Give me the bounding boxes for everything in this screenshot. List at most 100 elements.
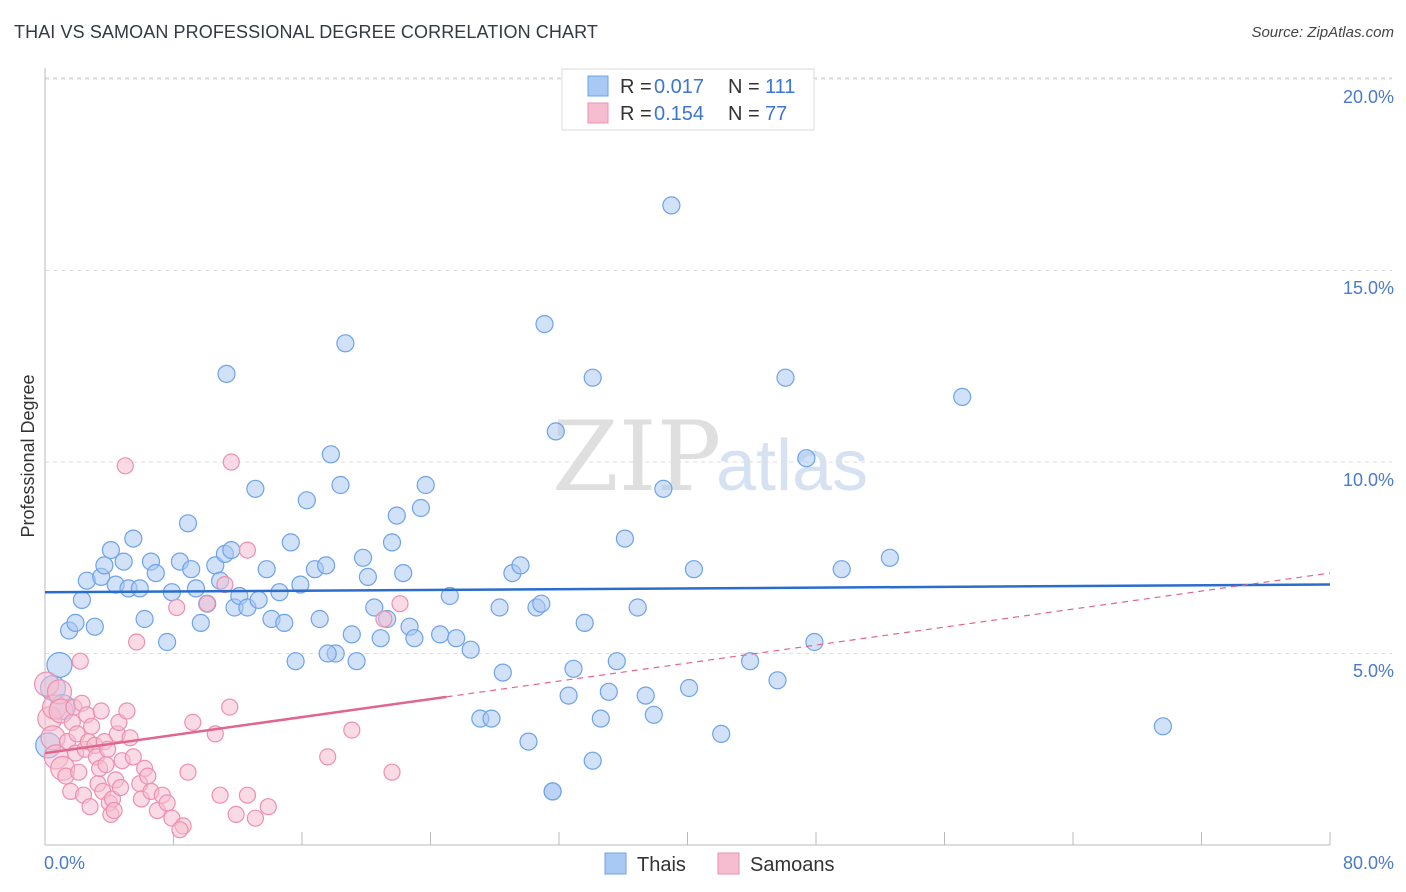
thai-point [281, 533, 300, 552]
thai-point [482, 709, 501, 728]
samoan-point [81, 798, 99, 816]
thai-point [130, 579, 149, 598]
thai-point [358, 567, 377, 587]
thai-point [191, 613, 210, 633]
samoan-point [238, 786, 256, 804]
y-tick-label-20: 20.0% [1343, 87, 1394, 107]
samoan-point [158, 794, 176, 812]
thai-point [405, 629, 424, 648]
samoan-point [184, 713, 202, 732]
thai-point [740, 652, 760, 671]
thai-point [628, 598, 647, 617]
thai-point [342, 625, 361, 644]
samoan-point [246, 809, 264, 827]
samoan-point [227, 805, 245, 824]
thai-point [805, 632, 824, 652]
thai-point [535, 315, 554, 334]
gridlines [45, 77, 1392, 654]
x-tick-label-min: 0.0% [44, 853, 85, 873]
samoan-legend-swatch [587, 102, 609, 124]
samoan-point [391, 595, 409, 613]
thai-point [297, 491, 316, 510]
thai-point [615, 529, 635, 548]
samoan-point [238, 541, 256, 559]
thai-point [222, 540, 241, 560]
thai-point [318, 644, 337, 663]
samoans-legend-label: Samoans [750, 854, 835, 876]
thai-point [776, 368, 795, 387]
samoan-point [116, 457, 134, 475]
thai-point [644, 705, 663, 724]
thai-point [353, 548, 373, 567]
thai-point [662, 196, 681, 215]
thai-n-label: N = [728, 76, 760, 98]
thai-point [575, 613, 594, 633]
thai-point [440, 586, 459, 606]
thai-point [797, 449, 816, 468]
thai-point [583, 751, 602, 770]
thai-point [291, 575, 310, 594]
thai-point [880, 548, 900, 567]
thai-point [411, 498, 430, 518]
watermark-atlas: atlas [716, 426, 868, 506]
thais-legend-swatch [604, 852, 627, 875]
thai-point [135, 609, 154, 629]
thai-point [365, 598, 384, 617]
samoan-point [211, 786, 229, 804]
thai-point [310, 609, 329, 629]
samoan-point [216, 575, 234, 594]
thai-point [679, 678, 699, 698]
thai-point [953, 387, 972, 406]
thai-point [599, 682, 618, 701]
stats-legend: R = 0.017 N = 111 R = 0.154 N = 77 [561, 68, 815, 131]
thai-point [371, 629, 390, 648]
thai-point [146, 563, 165, 583]
thai-point [66, 613, 85, 633]
samoan-point [179, 763, 197, 781]
thai-point [546, 422, 565, 441]
thai-point [178, 514, 198, 533]
samoan-r-label: R = [620, 103, 652, 125]
thai-trend-line [44, 583, 1331, 594]
samoans-legend-swatch [717, 852, 740, 875]
thai-point [249, 590, 268, 610]
samoan-point [198, 595, 216, 613]
samoan-point [82, 717, 101, 735]
samoan-point [168, 598, 186, 617]
thai-point [559, 686, 578, 705]
thai-n-value: 111 [765, 76, 795, 98]
thai-point [490, 598, 509, 617]
thai-point [832, 560, 851, 579]
thai-point [493, 663, 512, 682]
thai-point [95, 556, 114, 575]
thai-point [72, 590, 92, 610]
thai-point [317, 556, 336, 575]
thai-point [712, 724, 731, 744]
y-axis-label: Professional Degree [18, 374, 38, 537]
thai-point [461, 640, 480, 659]
y-tick-label-5: 5.0% [1353, 661, 1394, 681]
points [33, 196, 1173, 839]
samoan-point [319, 748, 337, 766]
samoan-trend-line-extension [446, 572, 1331, 698]
thai-point [1153, 717, 1173, 736]
samoan-point [105, 801, 123, 820]
thai-point [684, 560, 704, 579]
samoan-point [118, 702, 136, 720]
samoan-point [97, 755, 115, 774]
thai-r-label: R = [620, 76, 652, 98]
samoan-point [222, 453, 240, 471]
thai-point [186, 579, 206, 598]
thai-r-value: 0.017 [654, 76, 704, 98]
thai-point [101, 540, 121, 560]
thai-point [182, 560, 201, 579]
thai-point [321, 445, 340, 464]
samoan-r-value: 0.154 [654, 103, 704, 125]
thai-point [431, 625, 450, 644]
thai-point [114, 552, 133, 571]
thai-point [636, 686, 655, 705]
thai-point [158, 632, 177, 652]
thai-point [85, 617, 104, 636]
thai-point [275, 613, 294, 633]
